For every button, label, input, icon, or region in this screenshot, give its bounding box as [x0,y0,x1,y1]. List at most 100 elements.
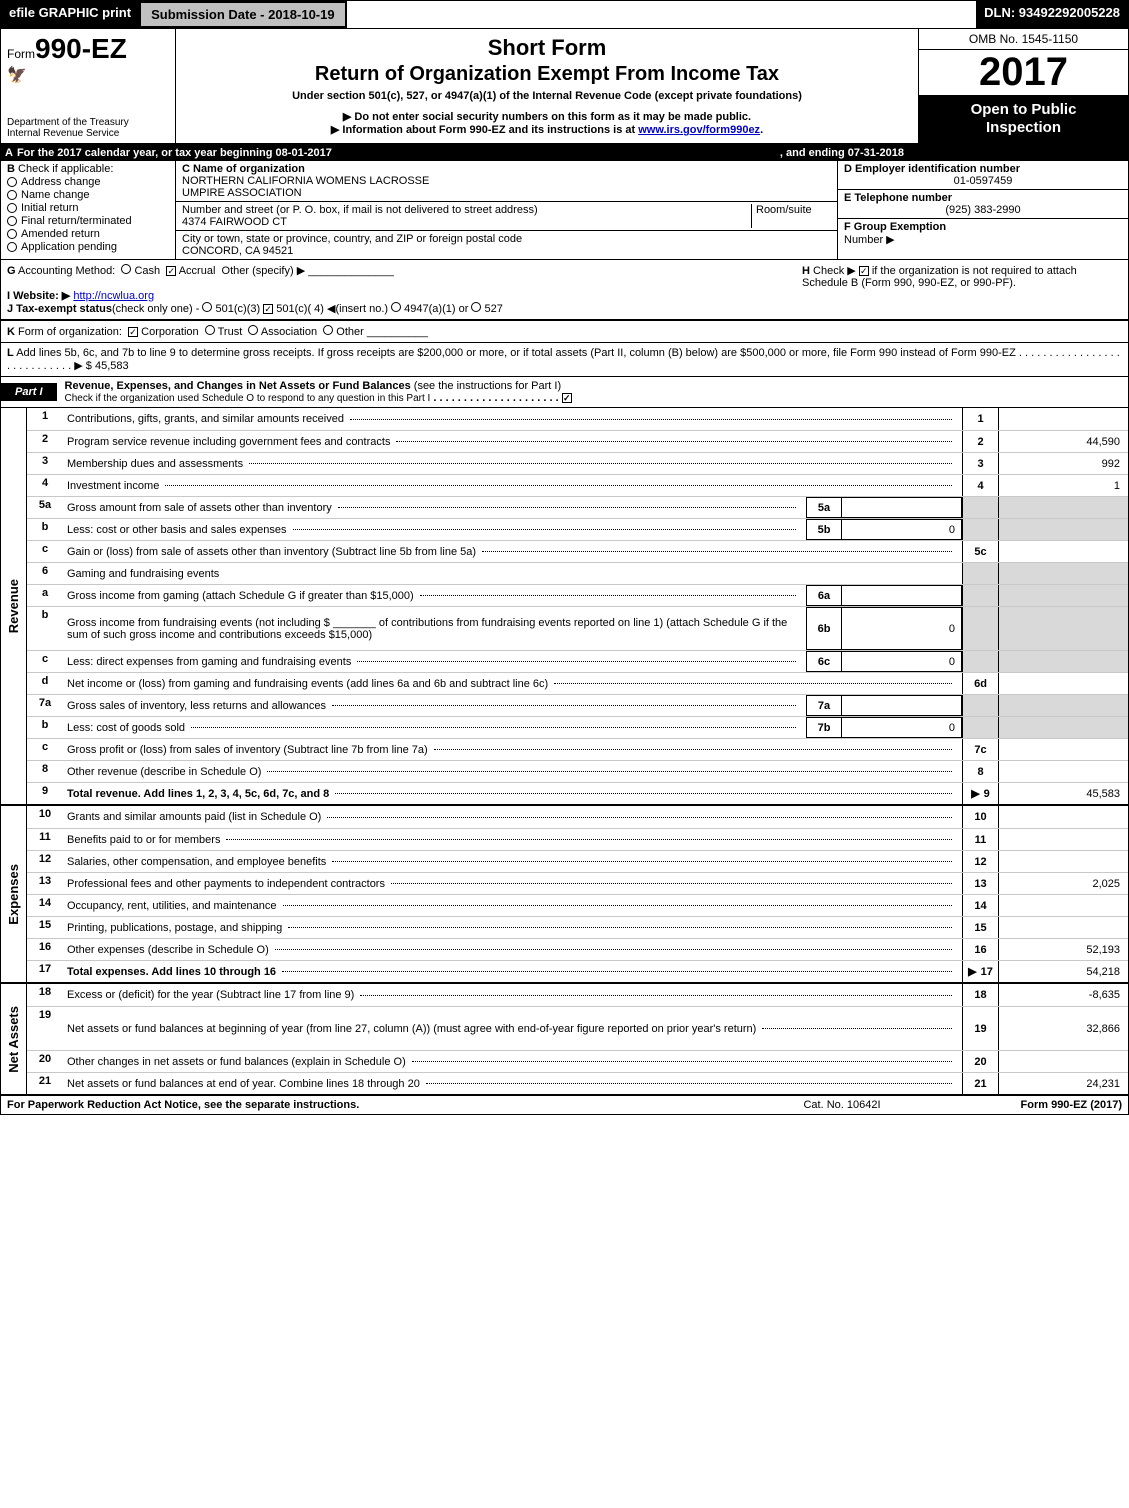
bcdef-block: B Check if applicable: Address changeNam… [1,161,1128,260]
line-desc: Other changes in net assets or fund bala… [63,1051,962,1072]
revenue-label: Revenue [1,408,27,804]
checkbox-icon[interactable] [7,242,17,252]
form-prefix: Form [7,47,35,61]
irs-link[interactable]: www.irs.gov/form990ez [638,124,760,136]
B-check: Check if applicable: [18,163,113,175]
part1-checkbox[interactable] [562,393,572,403]
city: CONCORD, CA 94521 [182,245,831,257]
line-num: b [27,717,63,738]
J-label: J Tax-exempt status [7,303,112,315]
checkbox-icon[interactable] [7,177,17,187]
accrual-radio[interactable] [166,266,176,276]
line-rnum: 15 [962,917,998,938]
line-num: 10 [27,806,63,828]
checkbox-icon[interactable] [7,190,17,200]
k2: Trust [218,326,243,338]
C-addr-row: Number and street (or P. O. box, if mail… [176,202,837,231]
rnum-shade [962,717,998,738]
line-desc: Gross sales of inventory, less returns a… [63,695,806,716]
k1: Corporation [141,326,198,338]
netassets-table: Net Assets 18Excess or (deficit) for the… [1,984,1128,1096]
line-num: d [27,673,63,694]
mini-num: 7a [806,695,842,716]
rval-shade [998,497,1128,518]
addr: 4374 FAIRWOOD CT [182,216,751,228]
mini-num: 7b [806,717,842,738]
line-num: 2 [27,431,63,452]
line-rnum: 7c [962,739,998,760]
revenue-lines: 1Contributions, gifts, grants, and simil… [27,408,1128,804]
line-num: 6 [27,563,63,584]
k-trust[interactable] [205,325,215,335]
website-link[interactable]: http://ncwlua.org [73,290,154,302]
mini-num: 6a [806,585,842,606]
line-13: 13Professional fees and other payments t… [27,872,1128,894]
F-lbl2: Number ▶ [844,233,1122,246]
line-rval [998,806,1128,828]
line-b: bLess: cost of goods sold 7b0 [27,716,1128,738]
k-assoc[interactable] [248,325,258,335]
C-name-row: C Name of organization NORTHERN CALIFORN… [176,161,837,202]
j-501c4[interactable] [263,304,273,314]
cash-radio[interactable] [121,264,131,274]
line-rval: 45,583 [998,783,1128,804]
j-4947[interactable] [391,302,401,312]
line-desc: Grants and similar amounts paid (list in… [63,806,962,828]
check-initial-return: Initial return [7,202,169,214]
line-desc: Printing, publications, postage, and shi… [63,917,962,938]
line-rnum: 5c [962,541,998,562]
form-number: Form990-EZ 🦅 [7,33,169,85]
line-desc: Excess or (deficit) for the year (Subtra… [63,984,962,1006]
rnum-shade [962,607,998,650]
line-desc: Less: direct expenses from gaming and fu… [63,651,806,672]
line-desc: Gross income from fundraising events (no… [63,607,806,650]
checkbox-icon[interactable] [7,216,17,226]
line-desc: Gain or (loss) from sale of assets other… [63,541,962,562]
open2: Inspection [923,119,1124,137]
j-501c3[interactable] [202,302,212,312]
H-text: Check ▶ [813,265,856,277]
GH-block: G Accounting Method: Cash Accrual Other … [1,260,1128,320]
checkbox-icon[interactable] [7,203,17,213]
A-end: , and ending 07-31-2018 [780,147,904,159]
line-rval [998,761,1128,782]
line-8: 8Other revenue (describe in Schedule O) … [27,760,1128,782]
rnum-shade [962,519,998,540]
k-corp[interactable] [128,327,138,337]
pointer-2: ▶ Information about Form 990-EZ and its … [184,123,910,136]
line-rnum: 14 [962,895,998,916]
j-527[interactable] [471,302,481,312]
L-arrow: ▶ $ [74,360,92,372]
rnum-shade [962,497,998,518]
dept-line2: Internal Revenue Service [7,128,169,139]
D-val: 01-0597459 [844,175,1122,187]
H-check[interactable] [859,266,869,276]
efile-print-button[interactable]: efile GRAPHIC print [1,1,139,28]
col-DEF: D Employer identification number 01-0597… [838,161,1128,259]
line-num: 21 [27,1073,63,1094]
mini-val: 0 [842,717,962,738]
footer-right: Form 990-EZ (2017) [942,1099,1122,1111]
check-label: Final return/terminated [21,215,132,227]
checkbox-icon[interactable] [7,229,17,239]
rnum-shade [962,563,998,584]
line-num: c [27,739,63,760]
ptr2-post: . [760,124,763,136]
line-1: 1Contributions, gifts, grants, and simil… [27,408,1128,430]
B-header: B Check if applicable: [7,163,169,175]
mini-val: 0 [842,607,962,650]
under-section: Under section 501(c), 527, or 4947(a)(1)… [184,90,910,102]
j2: 501(c)( 4) ◀(insert no.) [276,303,388,315]
part1-header: Part I Revenue, Expenses, and Changes in… [1,377,1128,408]
line-rval: 1 [998,475,1128,496]
line-rnum: 12 [962,851,998,872]
rnum-shade [962,585,998,606]
line-num: b [27,607,63,650]
expenses-label: Expenses [1,806,27,982]
line-num: 15 [27,917,63,938]
line-18: 18Excess or (deficit) for the year (Subt… [27,984,1128,1006]
line-12: 12Salaries, other compensation, and empl… [27,850,1128,872]
k-other[interactable] [323,325,333,335]
j3: 4947(a)(1) or [404,303,468,315]
line-c: cGain or (loss) from sale of assets othe… [27,540,1128,562]
